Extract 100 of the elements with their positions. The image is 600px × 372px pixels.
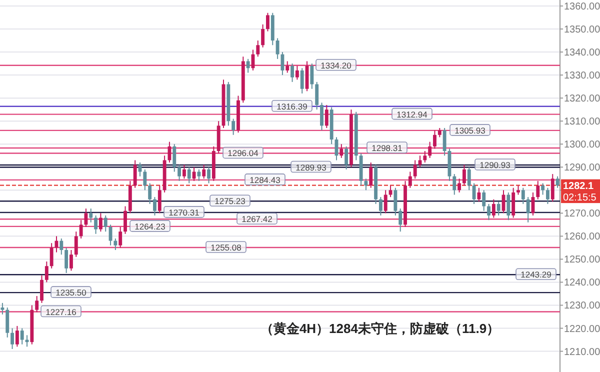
candlestick xyxy=(178,164,182,182)
candlestick xyxy=(344,146,348,170)
candlestick xyxy=(182,164,186,180)
candlestick xyxy=(89,208,93,223)
candlestick xyxy=(408,171,412,188)
candlestick xyxy=(202,164,206,180)
ref-line-label: 1255.08 xyxy=(210,242,242,253)
candlestick xyxy=(541,182,545,196)
candlestick xyxy=(398,208,402,232)
ref-line-label: 1334.20 xyxy=(320,60,352,70)
annotation: （黄金4H）1284未守住，防虚破（11.9） xyxy=(260,321,500,336)
candlestick xyxy=(290,63,294,82)
annotation: 02:15:5 xyxy=(563,192,597,204)
candlestick xyxy=(487,203,490,221)
ref-line-label: 1243.29 xyxy=(520,270,552,280)
candlestick xyxy=(15,325,19,348)
candlestick xyxy=(536,180,540,200)
candlestick xyxy=(482,190,486,212)
candlestick xyxy=(512,187,516,218)
ref-line-label: 1316.39 xyxy=(276,101,308,112)
candlestick xyxy=(384,190,388,214)
ref-line-label: 1312.94 xyxy=(396,109,428,120)
y-tick-label: 1320.00 xyxy=(564,94,600,105)
candlestick xyxy=(256,40,260,58)
candlestick xyxy=(550,174,554,202)
ref-line-label: 1227.16 xyxy=(46,306,77,317)
candlestick xyxy=(413,160,417,180)
candlestick xyxy=(438,127,442,138)
candlestick xyxy=(394,187,398,216)
candlestick xyxy=(192,166,196,182)
ref-line-label: 1284.43 xyxy=(250,174,281,185)
candlestick xyxy=(6,307,10,338)
candlestick xyxy=(286,60,290,74)
y-tick-label: 1240.00 xyxy=(564,278,600,289)
candlestick xyxy=(315,81,319,110)
y-tick-label: 1300.00 xyxy=(564,140,600,151)
candlestick xyxy=(118,226,122,248)
ref-line-label: 1298.31 xyxy=(372,142,403,153)
candlestick xyxy=(197,168,201,182)
ref-line-label: 1296.04 xyxy=(228,148,259,158)
candlestick xyxy=(74,231,78,258)
candlestick xyxy=(104,214,108,232)
candlestick xyxy=(378,196,382,216)
ref-line-label: 1275.23 xyxy=(214,196,246,206)
candlestick xyxy=(246,58,250,74)
candlestick xyxy=(124,206,127,234)
candlestick xyxy=(64,247,68,274)
ref-line-label: 1264.23 xyxy=(134,221,166,232)
candlestick xyxy=(310,63,314,90)
y-tick-label: 1230.00 xyxy=(564,300,600,312)
candlestick xyxy=(280,52,284,76)
candlestick xyxy=(433,130,436,150)
candlestick xyxy=(324,104,328,128)
candlestick xyxy=(458,178,462,193)
candlestick xyxy=(187,166,191,184)
candlestick xyxy=(364,178,368,191)
ref-line-label: 1290.93 xyxy=(480,160,511,170)
y-tick-label: 1350.00 xyxy=(564,24,600,36)
y-tick-label: 1250.00 xyxy=(564,254,600,266)
candlestick xyxy=(35,296,39,313)
candlestick xyxy=(0,302,4,315)
candlestick xyxy=(232,118,236,136)
candlestick xyxy=(94,214,98,234)
candlestick xyxy=(10,328,14,350)
candlestick xyxy=(418,155,422,168)
ref-line-label: 1289.93 xyxy=(296,162,327,172)
candlestick xyxy=(266,12,270,32)
candlestick xyxy=(70,249,73,272)
ref-line-label: 1305.93 xyxy=(454,125,486,136)
candlestick xyxy=(472,182,476,204)
candlestick xyxy=(369,162,373,188)
candlestick xyxy=(462,164,466,186)
candlestick xyxy=(492,198,496,218)
candlestick xyxy=(50,242,54,269)
candlestick xyxy=(428,141,432,158)
candlestick xyxy=(320,102,324,131)
candlestick xyxy=(295,65,299,80)
ref-line-label: 1282.1 xyxy=(563,180,594,192)
candlestick xyxy=(158,185,162,214)
candlestick xyxy=(521,187,525,204)
y-tick-label: 1340.00 xyxy=(564,48,600,59)
y-tick-label: 1290.00 xyxy=(564,162,600,174)
y-tick-label: 1360.00 xyxy=(564,1,600,12)
candlestick xyxy=(506,192,510,221)
candlestick xyxy=(452,174,456,196)
candlestick xyxy=(496,201,500,216)
candlestick xyxy=(546,187,550,204)
candlestick xyxy=(423,150,427,164)
candlestick xyxy=(556,176,560,188)
ref-line-label: 1267.42 xyxy=(242,214,273,224)
candlestick xyxy=(44,261,48,283)
y-tick-label: 1310.00 xyxy=(564,116,600,128)
candlestick xyxy=(133,160,137,188)
candlestick xyxy=(148,182,152,204)
candlestick xyxy=(153,196,156,216)
candlestick xyxy=(477,187,481,202)
candlestick xyxy=(60,238,64,256)
candlestick xyxy=(467,166,471,191)
y-tick-label: 1270.00 xyxy=(564,208,600,220)
candlestick xyxy=(516,185,520,196)
